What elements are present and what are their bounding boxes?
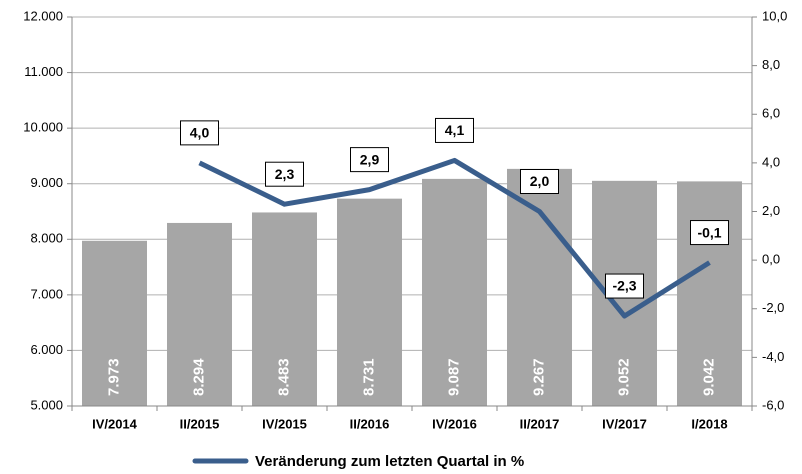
line: [198, 157, 711, 319]
bar: [422, 178, 487, 406]
y-tick-label: 6.000: [30, 342, 63, 357]
bar-value-label: 8.483: [275, 358, 292, 396]
bar-value-label: 9.052: [615, 358, 632, 396]
value-label-box: [690, 220, 729, 246]
bar-value-label: 9.042: [700, 358, 717, 396]
value-label-box: [265, 161, 304, 187]
x-tick-label: IV/2016: [432, 416, 477, 431]
y2-tick-label: -4,0: [762, 349, 784, 364]
bar: [252, 212, 317, 406]
line-value-label: 2,9: [360, 151, 380, 167]
y-tick-label: 9.000: [30, 175, 63, 190]
y2-tick-label: 6,0: [762, 106, 780, 121]
bar-value-label: 9.267: [530, 358, 547, 396]
legend-label: Veränderung zum letzten Quartal in %: [255, 453, 524, 470]
y2-tick-label: -6,0: [762, 397, 784, 412]
y2-tick-label: 8,0: [762, 57, 780, 72]
y2-tick-label: 0,0: [762, 252, 780, 267]
value-label-box: [180, 120, 219, 146]
value-label-box: [605, 273, 644, 299]
x-tick-label: II/2017: [520, 416, 560, 431]
x-tick-label: IV/2015: [262, 416, 307, 431]
y2-tick-label: 2,0: [762, 203, 780, 218]
line-value-label: 4,1: [445, 122, 465, 138]
x-tick-label: II/2016: [350, 416, 390, 431]
bar: [167, 222, 232, 406]
bar: [507, 168, 572, 406]
bar-value-label: 7.973: [105, 358, 122, 396]
line-value-label: -2,3: [612, 278, 636, 294]
y2-tick-label: 4,0: [762, 154, 780, 169]
bar: [337, 198, 402, 406]
value-label-box: [435, 117, 474, 143]
y-tick-label: 7.000: [30, 286, 63, 301]
value-label-box: [350, 147, 389, 173]
x-tick-label: II/2015: [180, 416, 220, 431]
y-tick-label: 12.000: [23, 8, 63, 23]
y-tick-label: 10.000: [23, 120, 63, 135]
bar-value-label: 8.294: [190, 358, 207, 396]
y2-tick-label: -2,0: [762, 300, 784, 315]
x-tick-label: IV/2017: [602, 416, 647, 431]
bar-value-label: 9.087: [445, 358, 462, 396]
bar: [82, 240, 147, 406]
x-tick-label: IV/2014: [92, 416, 138, 431]
y-tick-label: 8.000: [30, 231, 63, 246]
y2-tick-label: 10,0: [762, 8, 787, 23]
line-value-label: -0,1: [697, 224, 721, 240]
y-tick-label: 11.000: [24, 64, 63, 79]
value-label-box: [520, 169, 559, 194]
bar: [677, 181, 742, 406]
line-value-label: 4,0: [190, 125, 210, 141]
x-tick-label: I/2018: [691, 416, 727, 431]
y-tick-label: 5.000: [30, 397, 63, 412]
line-value-label: 2,3: [275, 166, 295, 182]
line-value-label: 2,0: [530, 173, 550, 189]
bar-value-label: 8.731: [360, 358, 377, 396]
